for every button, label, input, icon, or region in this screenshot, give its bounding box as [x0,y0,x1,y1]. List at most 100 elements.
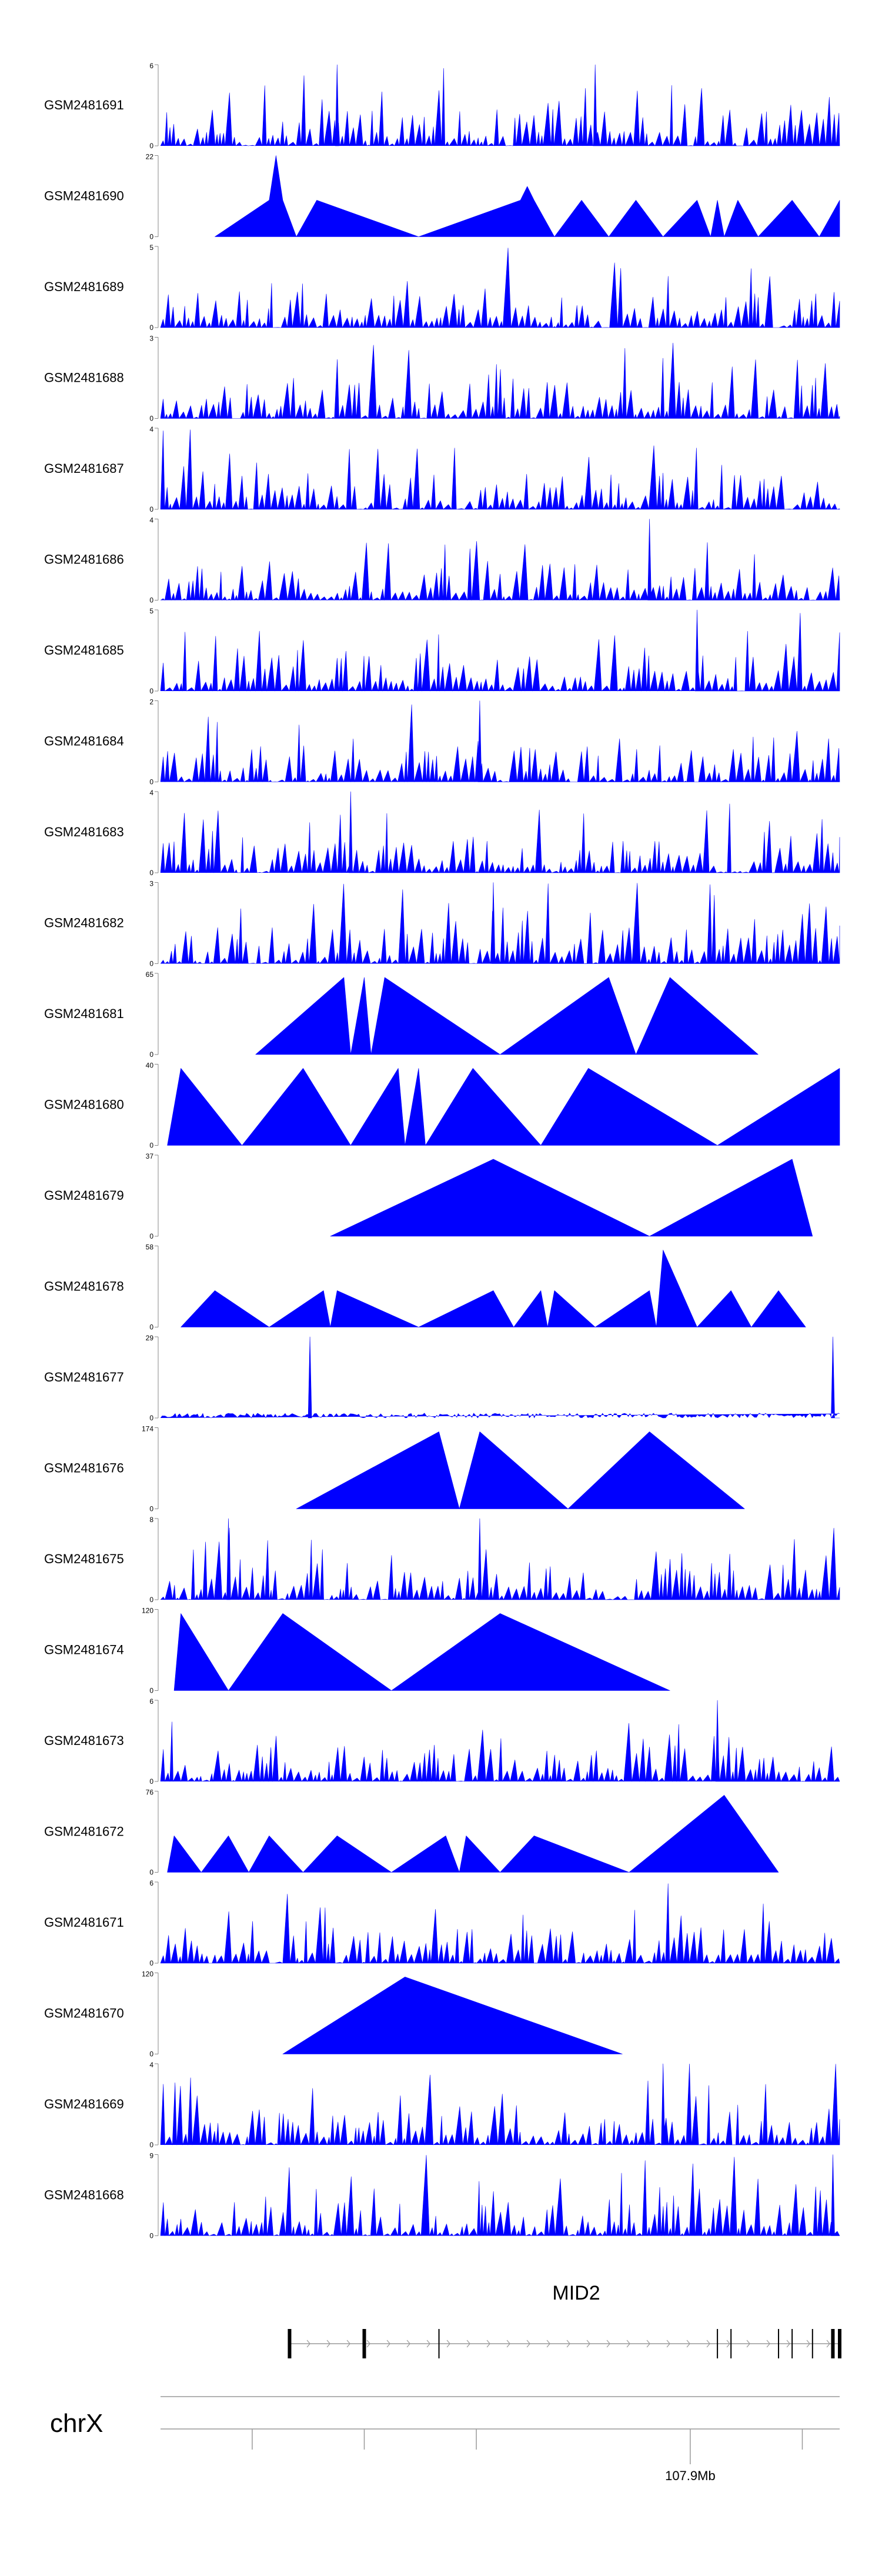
track-label-GSM2481690: GSM2481690 [44,189,124,203]
track-label-GSM2481688: GSM2481688 [44,371,124,385]
gene-exon [362,2329,366,2358]
y-max-label: 120 [142,1607,153,1615]
y-zero-label: 0 [149,1687,153,1695]
y-max-label: 5 [149,243,153,252]
y-zero-label: 0 [149,869,153,877]
gene-exon [730,2329,732,2358]
y-zero-label: 0 [149,415,153,423]
area-GSM2481677 [160,1336,840,1419]
y-max-label: 6 [149,1879,153,1887]
gene-strand-arrow [646,2340,650,2348]
gene-strand-arrow [306,2340,310,2348]
track-label-GSM2481691: GSM2481691 [44,98,124,112]
gene-strand-arrow [666,2340,670,2348]
track-label-GSM2481682: GSM2481682 [44,916,124,930]
area-GSM2481688 [160,342,840,419]
gene-strand-arrow [806,2340,810,2348]
track-label-GSM2481679: GSM2481679 [44,1188,124,1203]
y-max-label: 6 [149,62,153,70]
area-GSM2481670 [282,1977,623,2054]
gene-exon [288,2329,292,2358]
y-max-label: 4 [149,425,153,433]
track-label-GSM2481683: GSM2481683 [44,825,124,839]
gene-strand-arrow [366,2340,370,2348]
track-label-GSM2481672: GSM2481672 [44,1824,124,1839]
y-max-label: 4 [149,516,153,525]
gene-strand-arrow [766,2340,770,2348]
y-zero-label: 0 [149,233,153,241]
y-max-label: 22 [146,153,154,161]
y-zero-label: 0 [149,1323,153,1332]
gene-strand-arrow [506,2340,510,2348]
track-label-GSM2481687: GSM2481687 [44,461,124,476]
y-zero-label: 0 [149,1777,153,1786]
track-label-GSM2481674: GSM2481674 [44,1643,124,1657]
gene-exon [791,2329,793,2358]
gene-strand-arrow [566,2340,570,2348]
gene-strand-arrow [786,2340,790,2348]
y-max-label: 5 [149,607,153,615]
gene-strand-arrow [386,2340,390,2348]
y-max-label: 6 [149,1697,153,1706]
area-GSM2481686 [160,519,840,600]
y-zero-label: 0 [149,1414,153,1422]
gene-strand-arrow [826,2340,830,2348]
area-GSM2481676 [296,1432,745,1509]
y-zero-label: 0 [149,2050,153,2058]
track-label-GSM2481675: GSM2481675 [44,1551,124,1566]
track-label-GSM2481668: GSM2481668 [44,2188,124,2203]
gene-exon [778,2329,780,2358]
gene-strand-arrow [626,2340,630,2348]
track-label-GSM2481669: GSM2481669 [44,2097,124,2111]
gene-exon [831,2329,835,2358]
track-label-GSM2481673: GSM2481673 [44,1733,124,1748]
area-GSM2481689 [160,248,840,328]
area-GSM2481682 [160,882,840,964]
axis-tick-label: 107.9Mb [665,2468,716,2483]
area-GSM2481671 [160,1883,840,1964]
track-label-GSM2481686: GSM2481686 [44,552,124,567]
gene-strand-arrow [426,2340,430,2348]
y-max-label: 29 [146,1334,154,1342]
gene-strand-arrow [746,2340,750,2348]
gene-strand-arrow [586,2340,590,2348]
area-GSM2481681 [255,977,759,1055]
y-zero-label: 0 [149,687,153,695]
gene-strand-arrow [706,2340,710,2348]
area-GSM2481668 [160,2154,840,2236]
y-zero-label: 0 [149,1050,153,1059]
y-zero-label: 0 [149,1232,153,1240]
y-zero-label: 0 [149,1142,153,1150]
gene-strand-arrow [466,2340,470,2348]
area-GSM2481679 [330,1159,813,1237]
y-max-label: 58 [146,1243,154,1252]
track-label-GSM2481670: GSM2481670 [44,2006,124,2021]
y-max-label: 65 [146,970,154,979]
y-zero-label: 0 [149,2232,153,2240]
y-zero-label: 0 [149,596,153,605]
track-label-GSM2481680: GSM2481680 [44,1097,124,1112]
gene-strand-arrow [686,2340,690,2348]
area-GSM2481683 [160,791,840,873]
y-max-label: 8 [149,1516,153,1524]
gene-exon [838,2329,841,2358]
area-GSM2481687 [160,429,840,510]
y-zero-label: 0 [149,1505,153,1513]
gene-strand-arrow [726,2340,730,2348]
y-zero-label: 0 [149,778,153,786]
area-GSM2481674 [173,1613,670,1691]
y-zero-label: 0 [149,2141,153,2149]
y-zero-label: 0 [149,960,153,968]
area-GSM2481673 [160,1700,840,1782]
y-max-label: 4 [149,789,153,797]
track-label-GSM2481685: GSM2481685 [44,643,124,658]
gene-strand-arrow [526,2340,530,2348]
gene-strand-arrow [446,2340,450,2348]
y-max-label: 40 [146,1062,154,1070]
y-max-label: 4 [149,2061,153,2069]
area-GSM2481685 [160,609,840,692]
chromosome-label: chrX [50,2409,103,2438]
gene-exon [811,2329,813,2358]
y-max-label: 3 [149,880,153,888]
